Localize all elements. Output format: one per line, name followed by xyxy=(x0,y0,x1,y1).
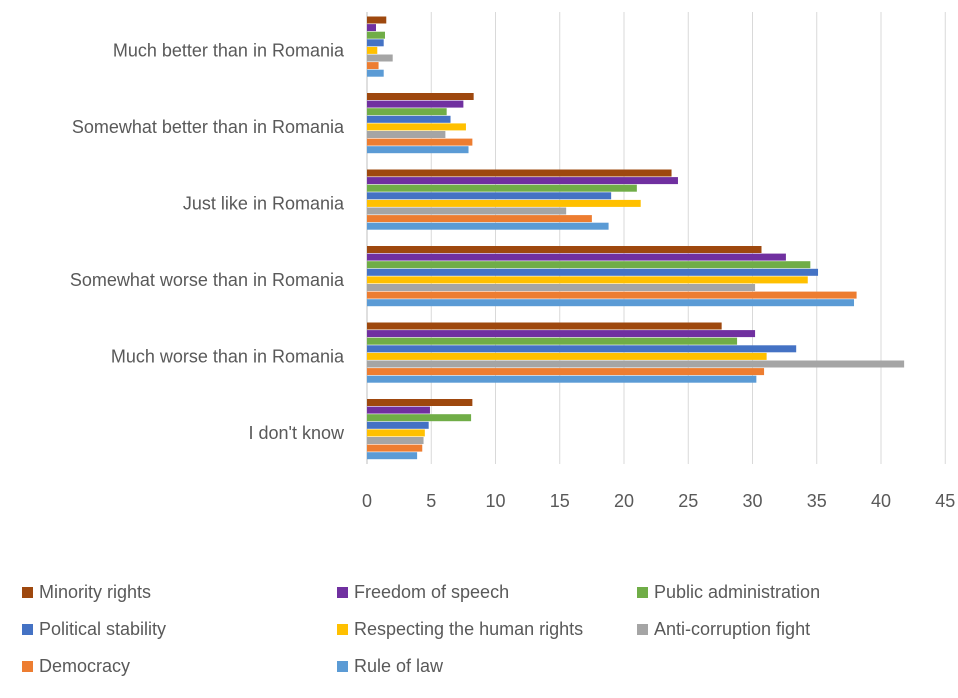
bar xyxy=(367,46,378,54)
bars xyxy=(367,16,905,460)
bar xyxy=(367,215,592,223)
legend-label: Freedom of speech xyxy=(354,582,510,602)
bar xyxy=(367,222,609,230)
legend-label: Political stability xyxy=(39,619,167,639)
bar xyxy=(367,131,446,138)
category-label: Just like in Romania xyxy=(183,193,345,213)
bar xyxy=(367,108,447,116)
legend-label: Rule of law xyxy=(354,656,444,676)
category-label: Somewhat worse than in Romania xyxy=(70,270,345,290)
legend-label: Democracy xyxy=(39,656,131,676)
legend-swatch xyxy=(22,661,33,672)
category-label: Much better than in Romania xyxy=(113,40,345,60)
bar xyxy=(367,337,738,345)
bar xyxy=(367,368,765,376)
legend-label: Public administration xyxy=(654,582,821,602)
legend-swatch xyxy=(337,661,348,672)
legend-item: Freedom of speech xyxy=(337,582,509,603)
bar xyxy=(367,375,757,383)
gridlines xyxy=(366,12,946,464)
bar xyxy=(367,138,473,146)
bar xyxy=(367,39,384,47)
x-tick-label: 25 xyxy=(678,491,698,511)
legend-label: Respecting the human rights xyxy=(354,619,584,639)
x-tick-label: 15 xyxy=(550,491,570,511)
category-labels: Much better than in Romania Somewhat bett… xyxy=(70,40,345,443)
x-tick-label: 0 xyxy=(362,491,372,511)
bar xyxy=(367,330,756,338)
category-label: Somewhat better than in Romania xyxy=(72,117,345,137)
legend-swatch xyxy=(22,624,33,635)
bar xyxy=(367,253,786,261)
legend-item: Democracy xyxy=(22,656,130,677)
bar xyxy=(367,184,637,192)
bar xyxy=(367,291,857,299)
x-tick-label: 35 xyxy=(807,491,827,511)
bar xyxy=(367,69,384,77)
legend-item: Respecting the human rights xyxy=(337,619,583,640)
bar xyxy=(367,421,429,429)
legend-swatch xyxy=(637,587,648,598)
bar xyxy=(367,299,855,307)
bar xyxy=(367,93,474,100)
bar xyxy=(367,115,451,123)
bar xyxy=(367,199,641,207)
legend-swatch xyxy=(337,624,348,635)
bar xyxy=(367,207,567,215)
bar xyxy=(367,16,387,24)
x-tick-label: 5 xyxy=(426,491,436,511)
category-label: I don't know xyxy=(249,423,345,443)
bar xyxy=(367,429,425,437)
bar xyxy=(367,31,385,39)
x-tick-label: 45 xyxy=(935,491,955,511)
legend-item: Political stability xyxy=(22,619,166,640)
legend-swatch xyxy=(337,587,348,598)
bar xyxy=(367,24,376,32)
bar xyxy=(367,399,473,406)
bar xyxy=(367,123,466,131)
bar xyxy=(367,352,767,360)
bar xyxy=(367,437,424,444)
bar xyxy=(367,414,472,422)
category-label: Much worse than in Romania xyxy=(111,346,345,366)
bar xyxy=(367,284,756,291)
bar xyxy=(367,177,678,185)
x-axis-tick-labels: 0 5 10 15 20 25 30 35 40 45 xyxy=(362,491,955,511)
bar xyxy=(367,345,797,353)
legend-swatch xyxy=(22,587,33,598)
bar xyxy=(367,322,722,330)
x-tick-label: 10 xyxy=(485,491,505,511)
bar xyxy=(367,54,393,62)
bar xyxy=(367,276,808,284)
x-tick-label: 40 xyxy=(871,491,891,511)
x-tick-label: 30 xyxy=(742,491,762,511)
bar-chart: Much better than in Romania Somewhat bett… xyxy=(70,12,955,511)
bar xyxy=(367,452,418,460)
bar xyxy=(367,406,430,414)
bar xyxy=(367,261,811,269)
legend-item: Anti-corruption fight xyxy=(637,619,810,640)
bar xyxy=(367,169,672,177)
bar xyxy=(367,268,819,276)
bar xyxy=(367,62,379,70)
legend-item: Rule of law xyxy=(337,656,443,677)
legend-item: Minority rights xyxy=(22,582,151,603)
bar xyxy=(367,444,423,452)
bar xyxy=(367,246,762,253)
legend-item: Public administration xyxy=(637,582,820,603)
bar xyxy=(367,360,905,368)
bar xyxy=(367,192,612,200)
legend-swatch xyxy=(637,624,648,635)
bar xyxy=(367,146,469,154)
x-tick-label: 20 xyxy=(614,491,634,511)
legend-label: Anti-corruption fight xyxy=(654,619,811,639)
legend-label: Minority rights xyxy=(39,582,152,602)
bar xyxy=(367,100,464,108)
